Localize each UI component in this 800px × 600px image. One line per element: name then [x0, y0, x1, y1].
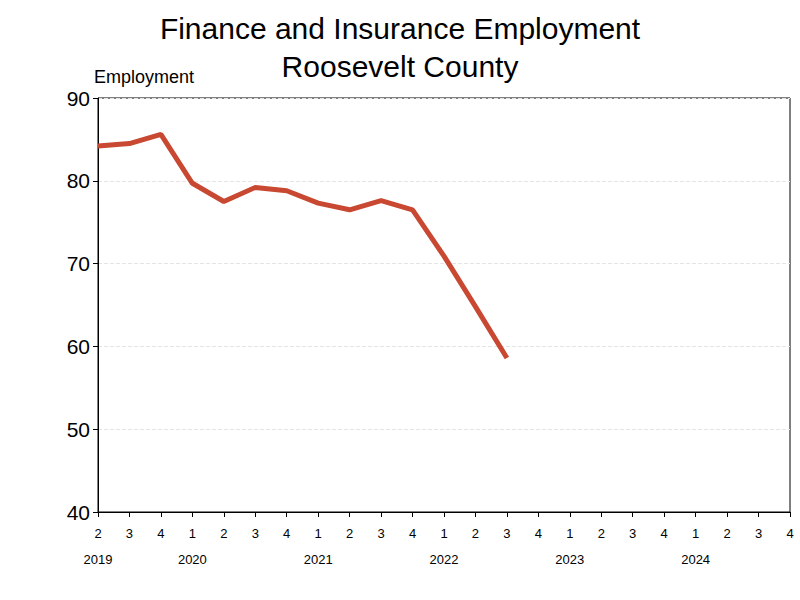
- svg-text:80: 80: [67, 169, 90, 192]
- svg-text:Finance and Insurance Employme: Finance and Insurance Employment: [160, 12, 641, 45]
- svg-text:70: 70: [67, 252, 90, 275]
- svg-text:4: 4: [786, 526, 793, 541]
- svg-text:1: 1: [692, 526, 699, 541]
- svg-text:2021: 2021: [304, 552, 333, 567]
- svg-text:90: 90: [67, 87, 90, 110]
- svg-text:2019: 2019: [84, 552, 113, 567]
- svg-text:1: 1: [566, 526, 573, 541]
- svg-text:2: 2: [94, 526, 101, 541]
- svg-text:1: 1: [189, 526, 196, 541]
- svg-text:2023: 2023: [555, 552, 584, 567]
- svg-text:4: 4: [535, 526, 542, 541]
- svg-text:4: 4: [661, 526, 668, 541]
- svg-text:Roosevelt County: Roosevelt County: [282, 50, 519, 83]
- svg-text:2022: 2022: [430, 552, 459, 567]
- svg-text:40: 40: [67, 501, 90, 524]
- svg-text:2: 2: [598, 526, 605, 541]
- svg-text:50: 50: [67, 418, 90, 441]
- svg-text:4: 4: [409, 526, 416, 541]
- svg-text:60: 60: [67, 335, 90, 358]
- svg-text:3: 3: [252, 526, 259, 541]
- svg-text:2: 2: [723, 526, 730, 541]
- svg-text:3: 3: [629, 526, 636, 541]
- svg-text:Employment: Employment: [94, 67, 194, 87]
- svg-text:1: 1: [315, 526, 322, 541]
- svg-text:4: 4: [283, 526, 290, 541]
- svg-text:2: 2: [472, 526, 479, 541]
- svg-text:4: 4: [157, 526, 164, 541]
- svg-text:2: 2: [346, 526, 353, 541]
- svg-text:3: 3: [126, 526, 133, 541]
- svg-text:1: 1: [440, 526, 447, 541]
- svg-text:3: 3: [755, 526, 762, 541]
- svg-text:2020: 2020: [178, 552, 207, 567]
- svg-text:2: 2: [220, 526, 227, 541]
- svg-text:2024: 2024: [681, 552, 710, 567]
- svg-text:3: 3: [503, 526, 510, 541]
- svg-text:3: 3: [377, 526, 384, 541]
